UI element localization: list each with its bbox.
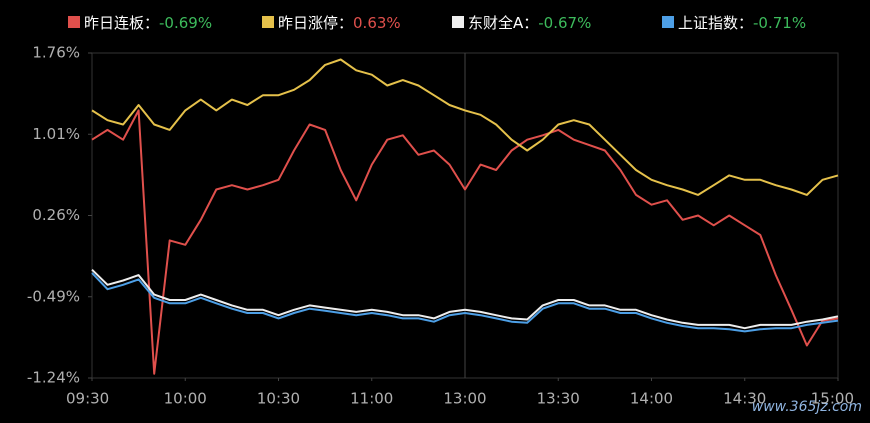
x-tick-label: 14:30	[723, 390, 766, 408]
y-tick-label: 1.76%	[32, 44, 80, 62]
legend-name: 东财全A：	[468, 14, 538, 32]
legend-swatch	[68, 16, 80, 28]
legend-swatch	[662, 16, 674, 28]
legend-name: 昨日涨停：	[278, 14, 353, 32]
y-tick-label: -1.24%	[27, 369, 80, 387]
x-tick-label: 09:30	[66, 390, 109, 408]
legend-item: 上证指数：-0.71%	[662, 14, 806, 32]
series-line	[91, 58, 839, 196]
legend-swatch	[262, 16, 274, 28]
legend-text: 上证指数：-0.71%	[678, 14, 806, 32]
x-tick-label: 15:00	[811, 390, 854, 408]
legend-name: 上证指数：	[678, 14, 753, 32]
legend-value: 0.63%	[353, 14, 401, 32]
series-line	[91, 109, 839, 375]
x-tick-label: 10:00	[164, 390, 207, 408]
x-tick-label: 13:30	[537, 390, 580, 408]
y-tick-label: -0.49%	[27, 287, 80, 305]
legend-text: 东财全A：-0.67%	[468, 14, 591, 32]
y-tick-label: 1.01%	[32, 125, 80, 143]
legend-item: 昨日涨停：0.63%	[262, 14, 401, 32]
x-tick-label: 14:00	[630, 390, 673, 408]
legend-name: 昨日连板：	[84, 14, 159, 32]
series-line	[91, 272, 839, 333]
legend-value: -0.71%	[753, 14, 806, 32]
legend-item: 昨日连板：-0.69%	[68, 14, 212, 32]
x-tick-label: 10:30	[257, 390, 300, 408]
watermark: www.365jz.com	[752, 399, 862, 415]
x-tick-label: 11:00	[350, 390, 393, 408]
legend-swatch	[452, 16, 464, 28]
series-line	[91, 268, 839, 330]
y-tick-label: 0.26%	[32, 206, 80, 224]
legend-item: 东财全A：-0.67%	[452, 14, 591, 32]
x-tick-label: 13:00	[443, 390, 486, 408]
legend-value: -0.67%	[538, 14, 591, 32]
legend-text: 昨日涨停：0.63%	[278, 14, 401, 32]
legend-value: -0.69%	[159, 14, 212, 32]
legend-text: 昨日连板：-0.69%	[84, 14, 212, 32]
